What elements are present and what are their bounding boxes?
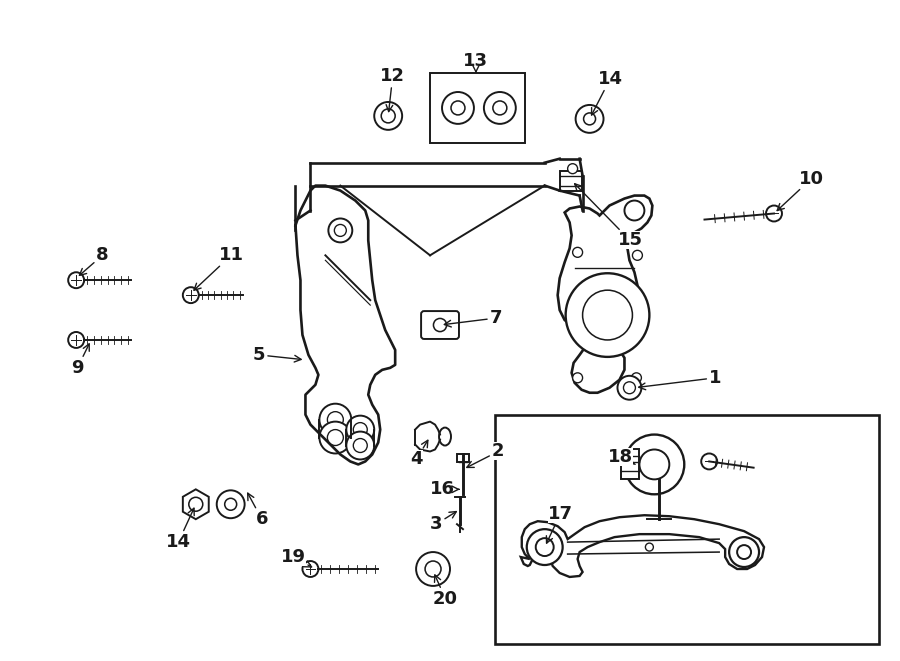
Text: 19: 19 (281, 548, 311, 567)
Circle shape (632, 373, 642, 383)
Circle shape (425, 561, 441, 577)
Bar (622, 449, 639, 479)
Ellipse shape (439, 428, 451, 446)
Circle shape (582, 290, 633, 340)
Circle shape (189, 497, 202, 511)
Circle shape (374, 102, 402, 130)
Circle shape (302, 561, 319, 577)
Text: 18: 18 (608, 448, 635, 467)
Text: 12: 12 (380, 67, 405, 112)
Text: 10: 10 (778, 170, 824, 211)
Bar (430, 73, 525, 143)
Circle shape (68, 272, 84, 288)
Circle shape (701, 453, 717, 469)
Circle shape (68, 332, 84, 348)
Bar (560, 171, 581, 190)
Circle shape (434, 319, 446, 332)
Circle shape (328, 412, 343, 428)
Text: 13: 13 (464, 52, 489, 70)
Text: 5: 5 (253, 346, 302, 364)
Text: 4: 4 (410, 440, 428, 469)
Circle shape (568, 164, 578, 174)
Circle shape (572, 247, 582, 257)
Circle shape (645, 543, 653, 551)
Text: 9: 9 (71, 344, 89, 377)
Circle shape (536, 538, 554, 556)
Bar (457, 455, 469, 463)
Text: 17: 17 (546, 505, 572, 543)
Circle shape (583, 113, 596, 125)
Circle shape (633, 251, 643, 260)
Polygon shape (521, 515, 764, 577)
Circle shape (183, 287, 199, 303)
Text: 3: 3 (430, 512, 456, 533)
Text: 15: 15 (574, 184, 643, 249)
Circle shape (382, 109, 395, 123)
Text: 1: 1 (639, 369, 722, 390)
Text: 11: 11 (194, 247, 244, 290)
Text: 7: 7 (445, 309, 502, 327)
Text: 14: 14 (591, 70, 623, 115)
Circle shape (565, 273, 650, 357)
Circle shape (416, 552, 450, 586)
Circle shape (624, 382, 635, 394)
Text: 20: 20 (433, 575, 458, 608)
Circle shape (729, 537, 759, 567)
Circle shape (354, 422, 367, 436)
Circle shape (766, 206, 782, 221)
Text: 14: 14 (166, 508, 194, 551)
Circle shape (217, 490, 245, 518)
Circle shape (526, 529, 562, 565)
Polygon shape (558, 196, 652, 393)
Circle shape (576, 105, 604, 133)
Circle shape (625, 200, 644, 221)
Text: 8: 8 (79, 247, 109, 276)
Circle shape (617, 376, 642, 400)
Text: 16: 16 (430, 481, 455, 498)
Polygon shape (183, 489, 209, 519)
Circle shape (625, 434, 684, 494)
Text: 6: 6 (248, 493, 268, 528)
Circle shape (346, 432, 374, 459)
Circle shape (451, 101, 465, 115)
Circle shape (442, 92, 474, 124)
Circle shape (493, 101, 507, 115)
Circle shape (572, 373, 582, 383)
FancyBboxPatch shape (421, 311, 459, 339)
Circle shape (639, 449, 670, 479)
Circle shape (328, 430, 343, 446)
Circle shape (354, 438, 367, 453)
Circle shape (320, 422, 351, 453)
Circle shape (320, 404, 351, 436)
Circle shape (328, 219, 352, 243)
Circle shape (335, 225, 346, 237)
Circle shape (225, 498, 237, 510)
Circle shape (484, 92, 516, 124)
Bar (495, 414, 878, 644)
Circle shape (737, 545, 751, 559)
Text: 2: 2 (467, 442, 504, 467)
Circle shape (346, 416, 374, 444)
